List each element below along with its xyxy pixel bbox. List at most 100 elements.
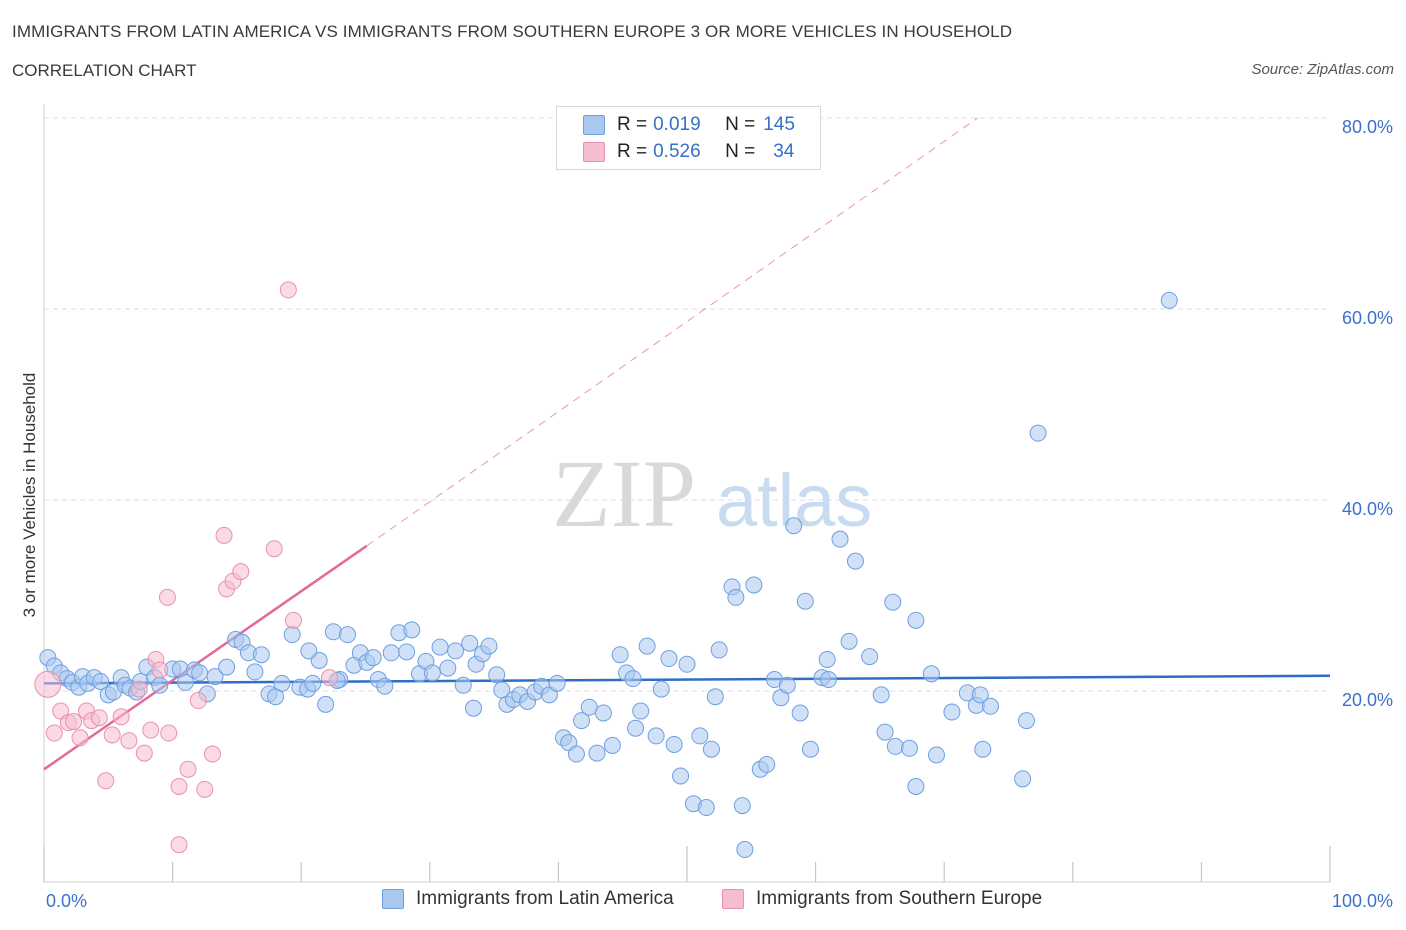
data-points — [34, 281, 1178, 859]
point-southern-europe — [215, 526, 233, 544]
point-latin-america — [801, 740, 819, 758]
point-latin-america — [588, 744, 606, 762]
point-latin-america — [974, 740, 992, 758]
point-latin-america — [691, 727, 709, 745]
point-latin-america — [840, 632, 858, 650]
trend-lines — [43, 117, 1331, 771]
point-latin-america — [439, 659, 457, 677]
point-latin-america — [745, 576, 763, 594]
point-latin-america — [672, 767, 690, 785]
point-latin-america — [454, 676, 472, 694]
trend-extension-southern-europe — [366, 117, 978, 547]
point-southern-europe — [160, 724, 178, 742]
point-southern-europe — [65, 713, 83, 731]
point-latin-america — [627, 719, 645, 737]
point-latin-america — [382, 644, 400, 662]
point-southern-europe — [151, 661, 169, 679]
point-latin-america — [603, 736, 621, 754]
point-latin-america — [431, 638, 449, 656]
axes — [43, 104, 1331, 883]
point-latin-america — [304, 674, 322, 692]
point-latin-america — [710, 641, 728, 659]
point-latin-america — [364, 649, 382, 667]
point-latin-america — [632, 702, 650, 720]
point-southern-europe — [232, 563, 250, 581]
legend-item-southern-europe[interactable]: Immigrants from Southern Europe — [722, 888, 1042, 910]
point-southern-europe — [120, 732, 138, 750]
point-southern-europe — [279, 281, 297, 299]
point-southern-europe — [112, 708, 130, 726]
y-axis-label: 3 or more Vehicles in Household — [20, 372, 39, 618]
point-latin-america — [324, 623, 342, 641]
point-latin-america — [1160, 291, 1178, 309]
series-legend: Immigrants from Latin America Immigrants… — [0, 888, 1406, 918]
point-latin-america — [376, 677, 394, 695]
point-latin-america — [403, 621, 421, 639]
point-latin-america — [461, 634, 479, 652]
point-latin-america — [907, 778, 925, 795]
point-latin-america — [191, 664, 209, 682]
point-latin-america — [922, 665, 940, 683]
point-southern-europe — [45, 724, 63, 742]
point-latin-america — [981, 697, 999, 715]
point-latin-america — [218, 658, 236, 676]
n-value: 34 — [773, 141, 795, 162]
point-latin-america — [573, 712, 591, 730]
point-latin-america — [465, 699, 483, 717]
point-southern-europe — [203, 745, 221, 763]
point-southern-europe — [71, 729, 89, 747]
r-label: R = — [617, 114, 648, 135]
point-latin-america — [283, 626, 301, 644]
point-southern-europe — [103, 726, 121, 744]
trend-line-southern-europe — [43, 544, 368, 771]
point-latin-america — [927, 746, 945, 764]
point-latin-america — [665, 735, 683, 753]
point-southern-europe — [320, 669, 338, 687]
point-latin-america — [317, 695, 335, 713]
y-tick-label: 80.0% — [1342, 117, 1393, 137]
stats-row-southern-europe: R = 0.526 N = 34 — [583, 140, 794, 164]
point-southern-europe — [97, 772, 115, 790]
point-southern-europe — [34, 670, 62, 698]
stats-row-latin-america: R = 0.019 N = 145 — [583, 113, 795, 137]
point-latin-america — [819, 671, 837, 689]
point-latin-america — [594, 704, 612, 722]
stats-legend: R = 0.019 N = 145 R = 0.526 N = 34 — [556, 106, 821, 170]
point-latin-america — [678, 655, 696, 673]
point-latin-america — [943, 703, 961, 721]
point-latin-america — [624, 670, 642, 688]
point-latin-america — [702, 740, 720, 758]
point-southern-europe — [196, 780, 214, 798]
point-latin-america — [736, 841, 754, 859]
point-latin-america — [447, 642, 465, 660]
point-latin-america — [176, 673, 194, 691]
source-credit: Source: ZipAtlas.com — [1251, 61, 1394, 78]
point-southern-europe — [170, 778, 188, 795]
point-latin-america — [971, 686, 989, 704]
point-latin-america — [727, 588, 745, 606]
point-southern-europe — [130, 680, 148, 698]
r-label: R = — [617, 141, 648, 162]
point-southern-europe — [142, 721, 160, 739]
chart-title: IMMIGRANTS FROM LATIN AMERICA VS IMMIGRA… — [12, 22, 1013, 41]
point-latin-america — [480, 637, 498, 655]
point-latin-america — [92, 672, 110, 690]
point-latin-america — [697, 799, 715, 817]
point-latin-america — [778, 676, 796, 694]
y-tick-label: 40.0% — [1342, 499, 1393, 519]
point-latin-america — [423, 664, 441, 682]
y-tick-label: 60.0% — [1342, 308, 1393, 328]
point-southern-europe — [284, 611, 302, 629]
legend-swatch-pink — [583, 142, 605, 162]
point-latin-america — [706, 688, 724, 706]
point-latin-america — [652, 680, 670, 698]
legend-label: Immigrants from Latin America — [416, 888, 674, 909]
point-latin-america — [252, 646, 270, 664]
r-value: 0.526 — [653, 141, 701, 162]
point-latin-america — [300, 642, 318, 660]
legend-item-latin-america[interactable]: Immigrants from Latin America — [382, 888, 674, 910]
point-latin-america — [660, 650, 678, 668]
point-latin-america — [846, 552, 864, 570]
point-latin-america — [886, 737, 904, 755]
point-latin-america — [758, 756, 776, 774]
